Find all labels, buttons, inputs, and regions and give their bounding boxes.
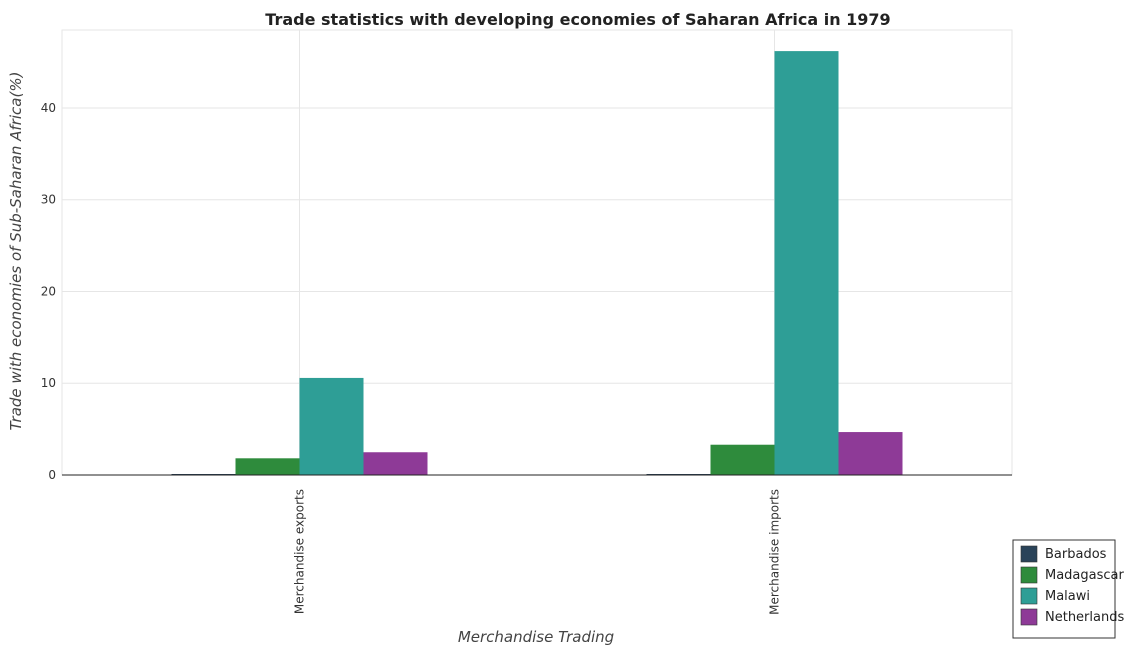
y-tick-label: 0	[48, 468, 56, 482]
legend-label: Malawi	[1045, 589, 1090, 604]
plot-frame	[61, 29, 1013, 476]
y-tick-label: 40	[41, 101, 56, 115]
bar-madagascar-imports	[710, 444, 775, 475]
bar-madagascar-exports	[235, 458, 300, 475]
legend-swatch	[1020, 608, 1038, 626]
chart-title: Trade statistics with developing economi…	[265, 10, 890, 29]
bar-malawi-imports	[774, 51, 839, 476]
x-axis-label: Merchandise Trading	[458, 628, 614, 646]
bar-netherlands-exports	[363, 452, 428, 475]
bar-netherlands-imports	[838, 432, 903, 475]
legend-label: Netherlands	[1045, 610, 1124, 625]
x-tick-label: Merchandise imports	[768, 489, 782, 615]
x-tick-label: Merchandise exports	[293, 489, 307, 614]
y-tick-label: 30	[41, 193, 56, 207]
axes: 0 10 20 30 40 Merchandise exports Merchandise …	[41, 101, 1012, 615]
y-tick-label: 20	[41, 284, 56, 298]
y-axis-label: Trade with economies of Sub-Saharan Afri…	[7, 72, 25, 431]
legend-swatch	[1020, 545, 1038, 563]
legend-label: Madagascar	[1045, 568, 1125, 583]
y-tick-label: 10	[41, 376, 56, 390]
legend: Barbados Madagascar Malawi Netherlands	[1012, 539, 1125, 639]
legend-swatch	[1020, 587, 1038, 605]
legend-swatch	[1020, 566, 1038, 584]
grid	[61, 29, 1013, 476]
bar-malawi-exports	[299, 377, 364, 475]
legend-label: Barbados	[1045, 547, 1107, 562]
bars	[171, 51, 903, 476]
